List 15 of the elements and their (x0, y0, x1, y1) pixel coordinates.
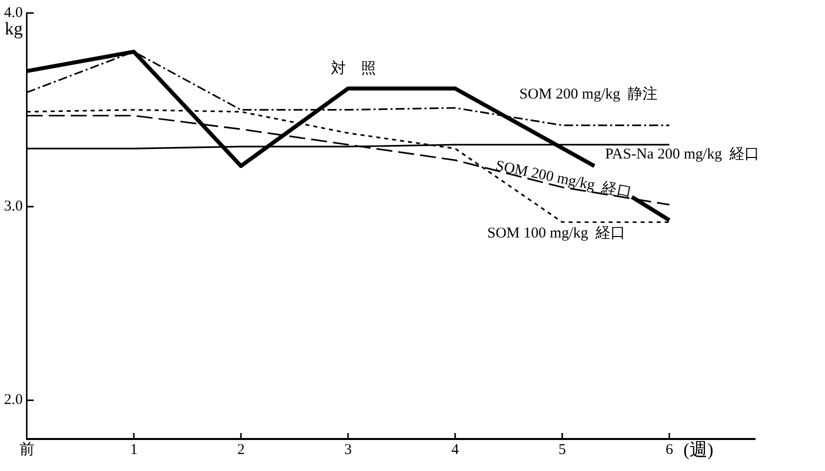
series-label: 対 照 (330, 60, 376, 78)
x-tick-label: 3 (344, 442, 352, 458)
x-tick-label: 1 (130, 442, 138, 458)
series-label: SOM 200 mg/kg 静注 (519, 85, 658, 102)
x-tick-label: 2 (237, 442, 245, 458)
x-tick-label: 5 (558, 442, 566, 458)
x-tick-label: 4 (451, 442, 460, 458)
x-axis-title: (週) (683, 440, 714, 460)
y-tick-label: 3.0 (4, 198, 23, 215)
series-label: SOM 100 mg/kg 経口 (487, 226, 626, 242)
y-axis-title: kg (4, 18, 23, 39)
x-tick-label: 6 (666, 442, 674, 458)
y-tick-label: 2.0 (4, 392, 23, 408)
x-tick-label: 前 (19, 440, 34, 458)
y-tick-label: 4.0 (4, 4, 23, 21)
